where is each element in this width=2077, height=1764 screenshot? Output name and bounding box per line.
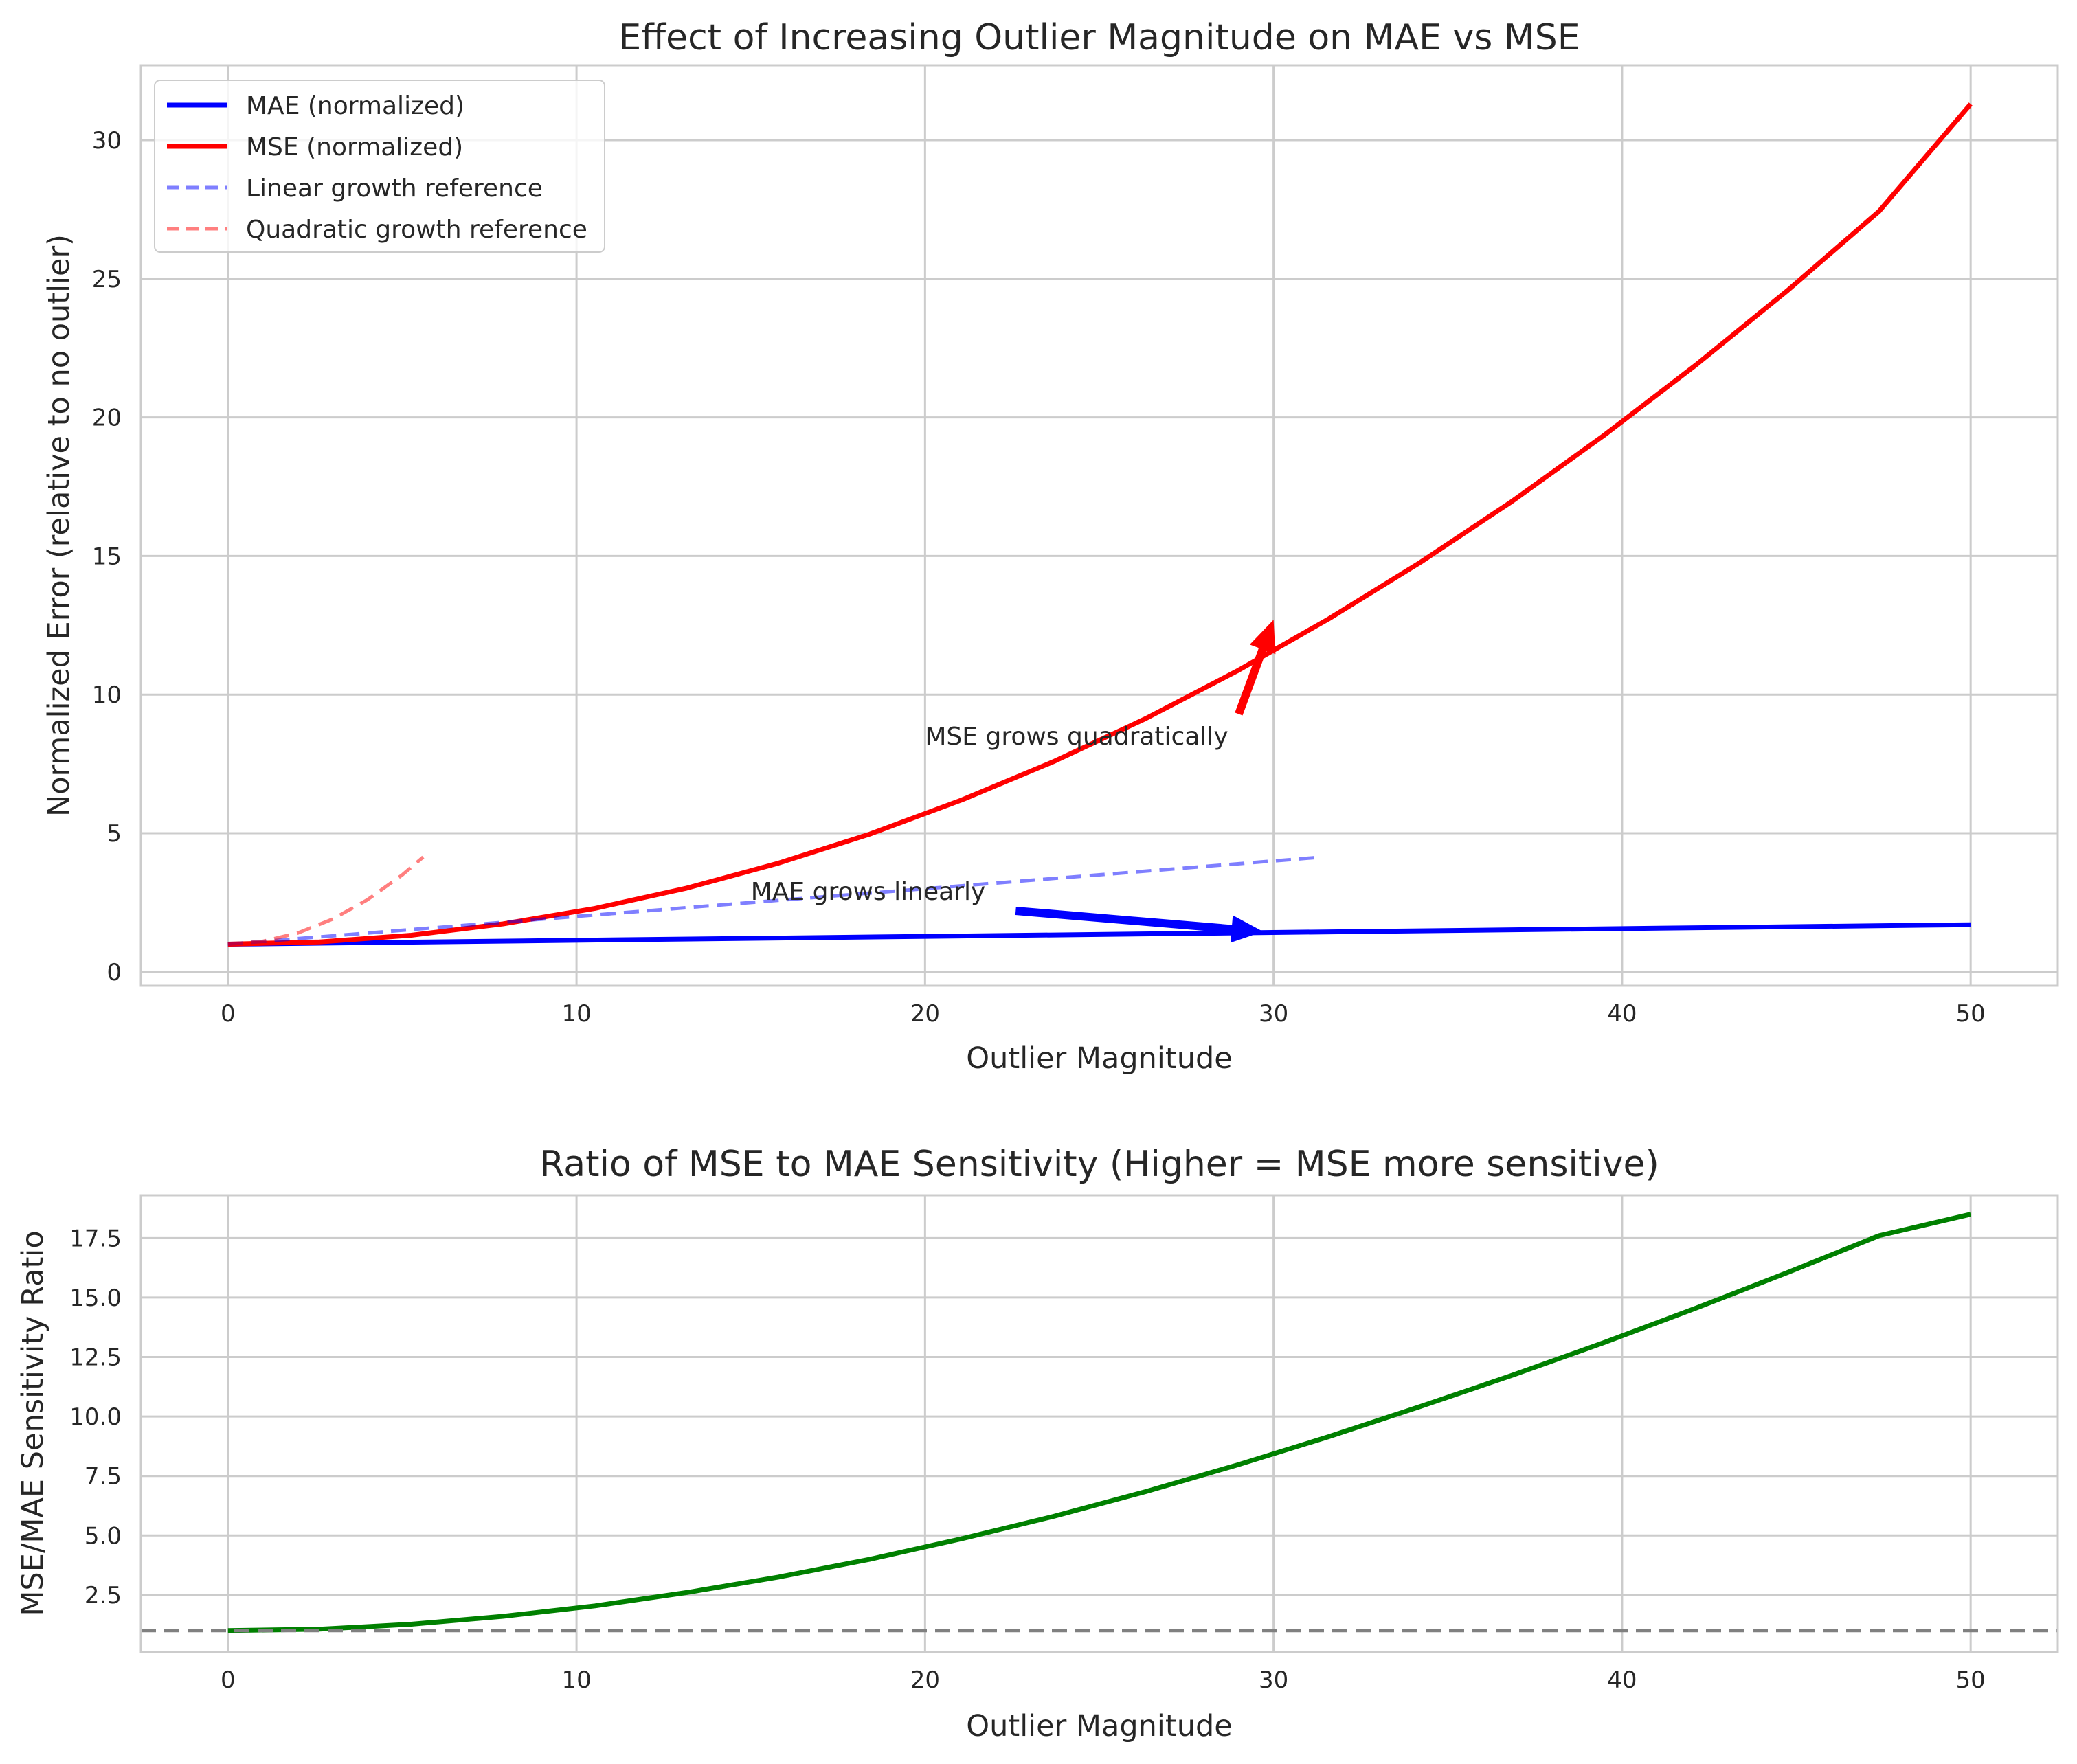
legend-label: Linear growth reference (246, 174, 543, 203)
y-tick-label: 17.5 (69, 1225, 122, 1252)
top-annotations: MSE grows quadratically MAE grows linearl… (751, 620, 1276, 943)
y-tick-label: 7.5 (85, 1463, 122, 1491)
x-tick-label: 10 (561, 1666, 591, 1694)
y-tick-label: 10.0 (69, 1403, 122, 1431)
top-plot-frame (139, 64, 2059, 987)
y-tick-label: 0 (106, 959, 122, 986)
y-tick-label: 2.5 (85, 1582, 122, 1609)
annotation-text: MSE grows quadratically (925, 723, 1228, 751)
y-tick-label: 25 (92, 266, 122, 293)
bottom-chart-title: Ratio of MSE to MAE Sensitivity (Higher … (539, 1144, 1659, 1185)
bottom-x-tick-labels: 0 10 20 30 40 50 (221, 1666, 1986, 1694)
x-tick-label: 0 (221, 1000, 236, 1028)
bottom-gridlines (141, 1195, 2058, 1652)
bottom-x-axis-title: Outlier Magnitude (966, 1709, 1232, 1743)
y-tick-label: 12.5 (69, 1344, 122, 1372)
y-tick-label: 30 (92, 127, 122, 155)
series-line-ratio (227, 1212, 1971, 1633)
y-tick-label: 20 (92, 405, 122, 432)
legend-box (154, 80, 605, 253)
bottom-y-tick-labels: 2.5 5.0 7.5 10.0 12.5 15.0 17.5 (69, 1225, 122, 1609)
x-tick-label: 20 (910, 1666, 940, 1694)
bottom-plot-frame (139, 1194, 2059, 1653)
y-tick-label: 15 (92, 543, 122, 570)
y-tick-label: 5 (106, 820, 122, 848)
top-x-tick-labels: 0 10 20 30 40 50 (221, 1000, 1986, 1028)
x-tick-label: 20 (910, 1000, 940, 1028)
bottom-series-lines (141, 1212, 2058, 1633)
y-tick-label: 10 (92, 681, 122, 709)
top-series-lines (227, 102, 1973, 947)
legend-label: MAE (normalized) (246, 92, 464, 120)
annotation-arrow (1235, 620, 1276, 716)
x-tick-label: 50 (1956, 1666, 1986, 1694)
top-gridlines (141, 65, 2058, 986)
x-tick-label: 10 (561, 1000, 591, 1028)
x-tick-label: 30 (1259, 1000, 1288, 1028)
y-tick-label: 5.0 (85, 1522, 122, 1550)
series-line-mae-normalized (227, 922, 1971, 947)
annotation-arrow (1015, 907, 1264, 943)
bottom-y-axis-title: MSE/MAE Sensitivity Ratio (16, 1230, 50, 1616)
series-line-linear-growth-reference (227, 856, 1316, 946)
y-tick-label: 15.0 (69, 1285, 122, 1312)
x-tick-label: 0 (221, 1666, 236, 1694)
legend-label: MSE (normalized) (246, 133, 463, 161)
x-tick-label: 40 (1607, 1666, 1637, 1694)
top-y-axis-title: Normalized Error (relative to no outlier… (42, 234, 76, 817)
bottom-chart-panel: 0 10 20 30 40 50 2.5 5.0 7.5 10.0 12.5 15.0 17.5 Ra… (16, 1144, 2059, 1743)
x-tick-label: 50 (1956, 1000, 1986, 1028)
legend: MAE (normalized) MSE (normalized) Linear g… (154, 80, 605, 253)
top-chart-panel: 0 10 20 30 40 50 0 5 10 15 20 25 30 MSE grows quadr… (42, 17, 2059, 1076)
series-line-quadratic-growth-reference (227, 855, 425, 946)
top-chart-title: Effect of Increasing Outlier Magnitude o… (618, 17, 1580, 58)
annotation-text: MAE grows linearly (751, 878, 986, 906)
top-y-tick-labels: 0 5 10 15 20 25 30 (92, 127, 122, 986)
x-tick-label: 40 (1607, 1000, 1637, 1028)
top-x-axis-title: Outlier Magnitude (966, 1041, 1232, 1076)
bottom-plot-area (141, 1195, 2058, 1652)
x-tick-label: 30 (1259, 1666, 1288, 1694)
legend-label: Quadratic growth reference (246, 216, 587, 244)
